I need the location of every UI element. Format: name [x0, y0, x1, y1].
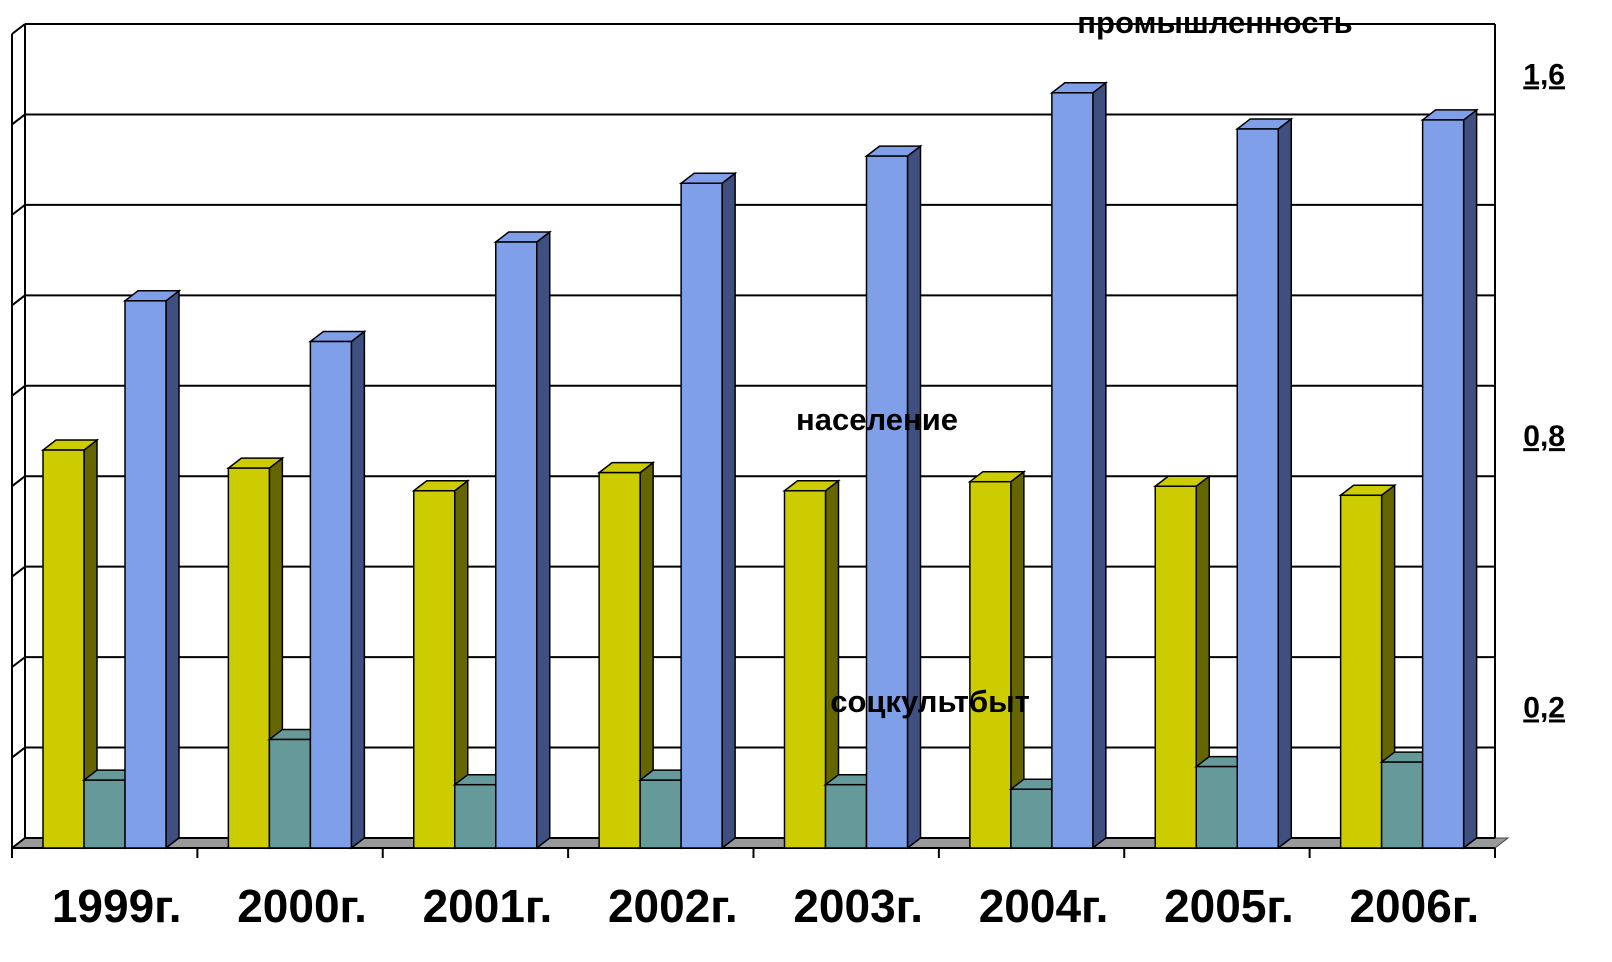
x-tick-label: 2006г. — [1349, 880, 1479, 932]
bar — [1420, 108, 1479, 850]
bar — [596, 461, 656, 850]
y-tick — [11, 113, 26, 126]
y-tick-label: 0,2 — [1523, 691, 1565, 724]
bar-face — [1380, 761, 1424, 849]
bar-face — [680, 182, 723, 849]
bar — [122, 289, 182, 850]
bar — [1338, 483, 1397, 850]
y-tick — [11, 565, 26, 578]
bar-face — [1092, 81, 1107, 850]
bar-face — [1154, 485, 1197, 849]
y-tick — [11, 746, 26, 759]
series-label: промышленность — [1077, 5, 1352, 40]
bar — [308, 329, 367, 850]
y-tick-label: 1,6 — [1523, 58, 1565, 91]
bar-face — [350, 329, 366, 850]
bar-face — [721, 171, 736, 850]
bar-face — [598, 471, 641, 849]
bar-face — [783, 489, 827, 849]
bar — [40, 438, 100, 850]
y-tick — [11, 294, 26, 307]
y-tick — [11, 837, 26, 849]
bar-face — [309, 340, 353, 849]
bar-face — [1462, 108, 1478, 850]
bar-face — [227, 467, 271, 849]
bar-face — [1051, 92, 1094, 849]
x-tick-label: 2002г. — [608, 880, 738, 932]
bar — [967, 470, 1027, 850]
y-tick — [11, 204, 26, 216]
bar-face — [1421, 119, 1465, 849]
bar-face — [495, 241, 538, 849]
bar-face — [865, 155, 909, 849]
x-tick-label: 2001г. — [423, 880, 553, 932]
bar-face — [124, 300, 167, 849]
y-tick — [11, 384, 26, 397]
bar-face — [454, 783, 497, 849]
y-tick — [11, 656, 26, 668]
bar — [1049, 81, 1109, 850]
bar-face — [1339, 494, 1383, 849]
bar-face — [1195, 765, 1238, 849]
y-tick — [11, 475, 26, 488]
y-tick-label: 0,8 — [1523, 420, 1565, 453]
bar — [493, 230, 552, 850]
bar — [411, 479, 470, 850]
bar-face — [42, 449, 85, 849]
x-tick-label: 2003г. — [793, 880, 923, 932]
bar-face — [1010, 788, 1053, 849]
bar — [1153, 474, 1212, 850]
x-tick-label: 2005г. — [1164, 880, 1294, 932]
y-tick — [11, 23, 26, 35]
bar — [782, 479, 841, 850]
bar-face — [639, 779, 682, 849]
bar-face — [1236, 128, 1279, 849]
series-label: население — [796, 402, 958, 437]
bar — [678, 171, 738, 850]
bar-face — [268, 738, 312, 849]
bar-face — [83, 779, 126, 849]
series-label: соцкультбыт — [830, 684, 1030, 719]
x-tick-label: 2004г. — [979, 880, 1109, 932]
x-tick-label: 2000г. — [237, 880, 367, 932]
bar-face — [969, 480, 1012, 849]
bar-face — [906, 144, 922, 850]
bar — [864, 144, 923, 850]
bar — [1235, 117, 1294, 850]
bar-face — [536, 230, 551, 850]
bar-face — [824, 783, 868, 849]
bar-face — [1277, 117, 1292, 850]
x-tick-label: 1999г. — [52, 880, 182, 932]
bar-face — [165, 289, 180, 850]
bar-face — [413, 489, 456, 849]
